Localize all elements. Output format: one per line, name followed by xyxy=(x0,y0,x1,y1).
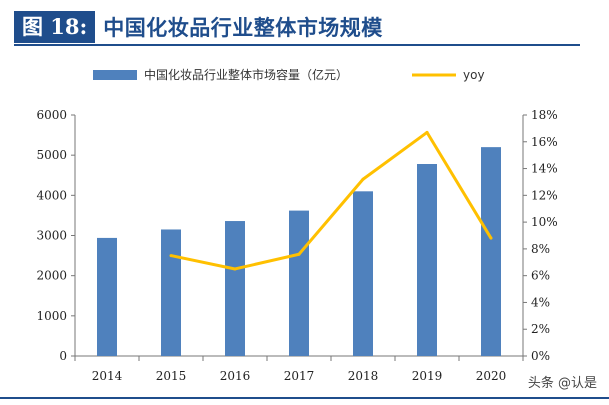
figure-label: 图 18: xyxy=(14,11,96,43)
bar-2020 xyxy=(481,147,501,356)
legend-bar-label: 中国化妆品行业整体市场容量（亿元） xyxy=(144,67,348,82)
y-left-tick-label: 1000 xyxy=(36,309,67,323)
y-left-tick-label: 0 xyxy=(59,349,67,363)
yoy-point-2020 xyxy=(489,236,493,240)
bar-2014 xyxy=(97,237,117,356)
legend-line-label: yoy xyxy=(463,68,485,82)
legend-bar-swatch xyxy=(93,70,137,80)
x-tick-label: 2018 xyxy=(348,369,379,383)
y-right-tick-label: 18% xyxy=(531,108,558,122)
y-right-tick-label: 6% xyxy=(531,269,550,283)
bar-2018 xyxy=(353,191,373,356)
yoy-line xyxy=(170,130,493,271)
yoy-point-2016 xyxy=(233,267,237,271)
y-right-tick-label: 0% xyxy=(531,349,550,363)
x-tick-label: 2014 xyxy=(92,369,123,383)
y-right-tick-label: 16% xyxy=(531,135,558,149)
y-right-tick-label: 12% xyxy=(531,188,558,202)
y-left-tick-label: 6000 xyxy=(36,108,67,122)
x-tick-label: 2016 xyxy=(220,369,251,383)
y-left-tick-label: 5000 xyxy=(36,148,67,162)
y-left-tick-label: 4000 xyxy=(36,188,67,202)
yoy-point-2017 xyxy=(297,252,301,256)
header-divider xyxy=(14,44,580,46)
yoy-point-2019 xyxy=(425,130,429,134)
bar-2019 xyxy=(417,164,437,356)
figure-title: 中国化妆品行业整体市场规模 xyxy=(103,16,383,40)
footer-divider xyxy=(0,397,609,399)
x-tick-label: 2017 xyxy=(284,369,315,383)
bar-2017 xyxy=(289,210,309,356)
y-right-tick-label: 8% xyxy=(531,242,550,256)
watermark: 头条 @认是 xyxy=(527,376,597,391)
y-right-tick-label: 14% xyxy=(531,162,558,176)
y-left-tick-label: 3000 xyxy=(36,229,67,243)
x-tick-label: 2020 xyxy=(476,369,507,383)
yoy-point-2018 xyxy=(361,177,365,181)
y-right-tick-label: 10% xyxy=(531,215,558,229)
y-left-tick-label: 2000 xyxy=(36,269,67,283)
x-tick-label: 2019 xyxy=(412,369,443,383)
y-right-tick-label: 2% xyxy=(531,322,550,336)
x-tick-label: 2015 xyxy=(156,369,187,383)
figure-header: 图 18: 中国化妆品行业整体市场规模 xyxy=(14,10,383,44)
bar-2016 xyxy=(225,221,245,356)
y-right-tick-label: 4% xyxy=(531,295,550,309)
bar-2015 xyxy=(161,229,181,356)
yoy-point-2015 xyxy=(169,254,173,258)
